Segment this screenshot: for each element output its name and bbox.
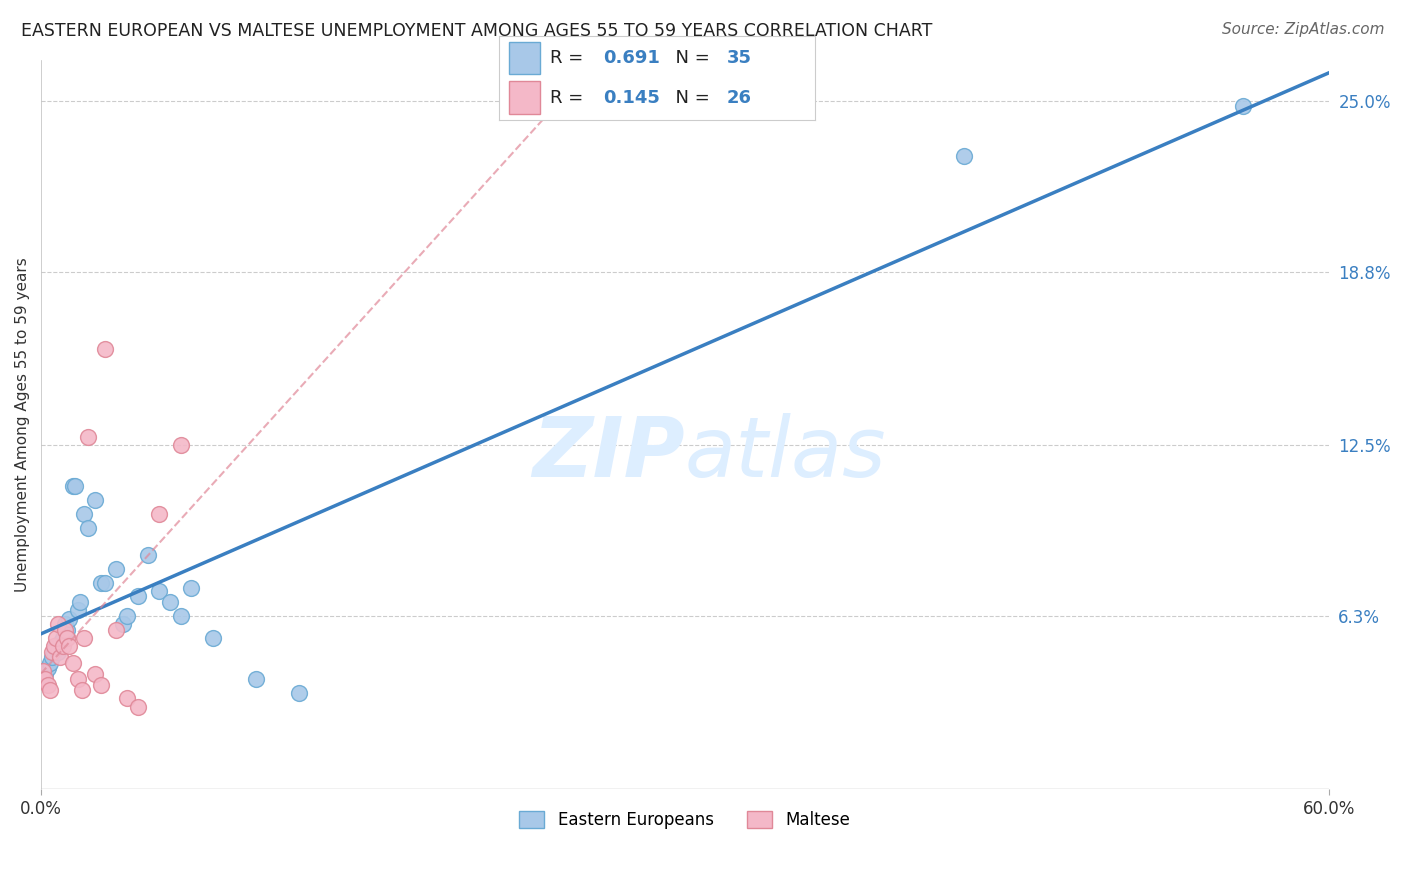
Point <box>169 438 191 452</box>
Point <box>169 608 191 623</box>
Point <box>66 603 89 617</box>
Point <box>148 584 170 599</box>
Point <box>77 521 100 535</box>
Point <box>37 677 59 691</box>
Point <box>38 656 60 670</box>
Point <box>34 666 56 681</box>
Point <box>105 623 128 637</box>
Point <box>52 639 75 653</box>
Point <box>38 683 60 698</box>
Point <box>138 548 160 562</box>
Point <box>1232 99 1254 113</box>
FancyBboxPatch shape <box>509 81 540 113</box>
Point <box>62 656 84 670</box>
Text: atlas: atlas <box>685 413 887 494</box>
Point <box>41 644 63 658</box>
Point <box>62 479 84 493</box>
Point <box>115 691 138 706</box>
Point <box>69 595 91 609</box>
Point <box>58 639 80 653</box>
Point <box>90 575 112 590</box>
Point <box>53 617 76 632</box>
Text: R =: R = <box>550 88 589 106</box>
Point <box>42 639 65 653</box>
Text: ZIP: ZIP <box>533 413 685 494</box>
Point <box>94 575 117 590</box>
Point <box>46 617 69 632</box>
Point <box>65 479 87 493</box>
Text: N =: N = <box>664 49 716 67</box>
Point <box>77 430 100 444</box>
Point <box>56 631 79 645</box>
Point <box>111 617 134 632</box>
Point <box>159 595 181 609</box>
Point <box>180 581 202 595</box>
Text: 0.145: 0.145 <box>603 88 661 106</box>
Point <box>45 639 67 653</box>
Point <box>127 699 149 714</box>
Point <box>73 631 96 645</box>
Point <box>245 672 267 686</box>
Point <box>56 623 79 637</box>
Point <box>32 664 55 678</box>
Text: Source: ZipAtlas.com: Source: ZipAtlas.com <box>1222 22 1385 37</box>
Point <box>201 631 224 645</box>
Point <box>83 493 105 508</box>
Point <box>70 683 93 698</box>
Point <box>148 507 170 521</box>
Y-axis label: Unemployment Among Ages 55 to 59 years: Unemployment Among Ages 55 to 59 years <box>15 257 30 591</box>
FancyBboxPatch shape <box>509 42 540 74</box>
Point <box>105 562 128 576</box>
Point <box>94 342 117 356</box>
Point <box>90 677 112 691</box>
Point <box>42 644 65 658</box>
Point <box>37 661 59 675</box>
Text: 0.691: 0.691 <box>603 49 661 67</box>
Text: N =: N = <box>664 88 716 106</box>
Point <box>58 611 80 625</box>
Point <box>287 686 309 700</box>
Point <box>49 650 72 665</box>
Text: 26: 26 <box>727 88 752 106</box>
Point <box>953 149 976 163</box>
Point <box>49 636 72 650</box>
Point <box>83 666 105 681</box>
Point <box>53 623 76 637</box>
Text: EASTERN EUROPEAN VS MALTESE UNEMPLOYMENT AMONG AGES 55 TO 59 YEARS CORRELATION C: EASTERN EUROPEAN VS MALTESE UNEMPLOYMENT… <box>21 22 932 40</box>
Point <box>34 672 56 686</box>
Point <box>127 590 149 604</box>
Point <box>45 631 67 645</box>
Point <box>115 608 138 623</box>
Text: 35: 35 <box>727 49 752 67</box>
Point <box>41 650 63 665</box>
Text: R =: R = <box>550 49 589 67</box>
Point <box>46 644 69 658</box>
Point <box>73 507 96 521</box>
Point <box>66 672 89 686</box>
Legend: Eastern Europeans, Maltese: Eastern Europeans, Maltese <box>513 804 858 836</box>
Point <box>52 631 75 645</box>
